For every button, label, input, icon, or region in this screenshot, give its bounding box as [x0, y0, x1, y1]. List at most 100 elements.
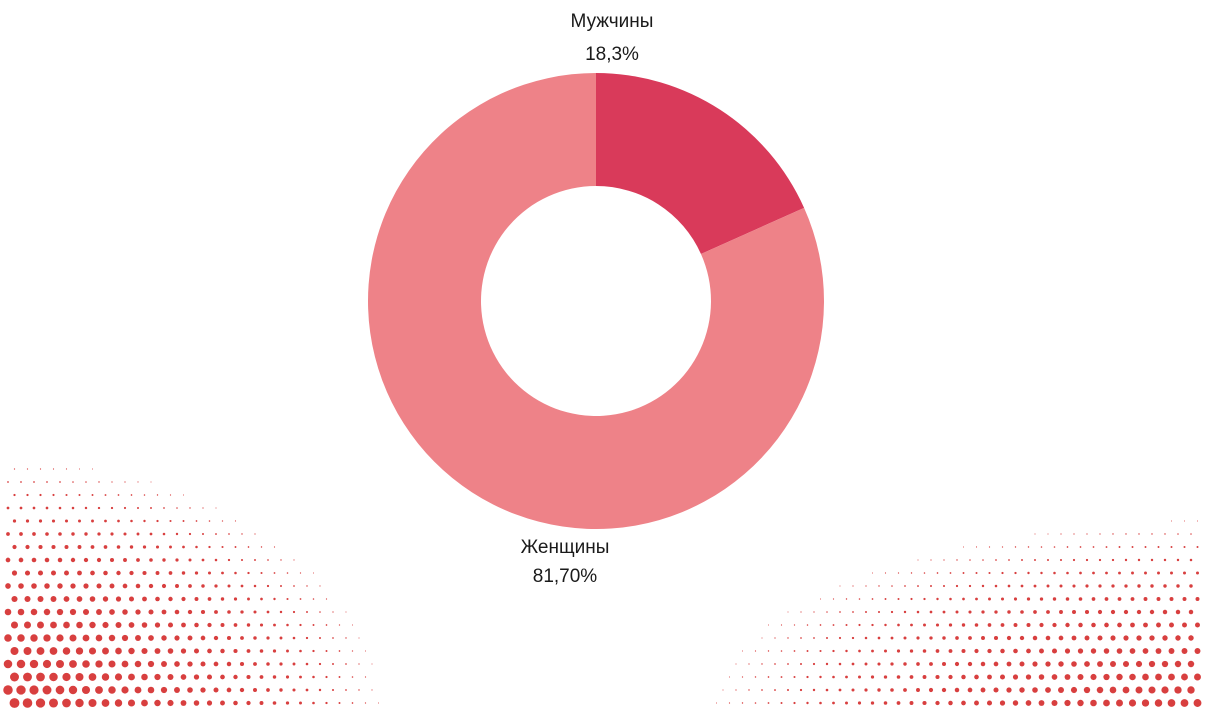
- halftone-dot: [1015, 546, 1016, 547]
- halftone-dot: [1020, 662, 1025, 667]
- halftone-dot: [1090, 700, 1097, 707]
- halftone-dot: [872, 572, 873, 573]
- halftone-dot: [63, 647, 71, 655]
- halftone-dot: [194, 649, 199, 654]
- halftone-dot: [279, 688, 282, 691]
- halftone-dot: [1168, 674, 1175, 681]
- halftone-dot: [1058, 687, 1064, 693]
- halftone-dot: [24, 647, 32, 655]
- halftone-dot: [897, 624, 900, 627]
- halftone-dot: [1104, 648, 1110, 654]
- halftone-dot: [1170, 597, 1174, 601]
- halftone-dot: [1189, 610, 1193, 614]
- halftone-dot: [222, 520, 223, 521]
- halftone-dot: [904, 611, 906, 613]
- halftone-dot: [144, 494, 146, 496]
- halftone-dot: [819, 676, 821, 678]
- halftone-dot: [1158, 546, 1160, 548]
- halftone-dot: [78, 494, 80, 496]
- halftone-dot: [332, 689, 334, 691]
- halftone-dot: [994, 610, 997, 613]
- halftone-dot: [922, 701, 926, 705]
- halftone-dot: [1013, 700, 1018, 705]
- halftone-dot: [865, 585, 866, 586]
- halftone-dot: [1059, 636, 1064, 641]
- halftone-dot: [319, 585, 320, 586]
- halftone-dot: [234, 623, 238, 627]
- halftone-dot: [845, 702, 848, 705]
- halftone-dot: [116, 596, 121, 601]
- halftone-dot: [1155, 674, 1162, 681]
- halftone-dot: [18, 583, 24, 589]
- halftone-dot: [65, 545, 69, 549]
- halftone-dot: [202, 533, 204, 535]
- halftone-dot: [1080, 546, 1082, 548]
- halftone-dot: [59, 481, 61, 483]
- halftone-dot: [1047, 533, 1048, 534]
- halftone-dot: [1110, 635, 1115, 640]
- halftone-dot: [345, 611, 346, 612]
- halftone-dot: [137, 481, 138, 482]
- halftone-dot: [319, 611, 321, 613]
- halftone-dot: [871, 701, 874, 704]
- halftone-dot: [156, 545, 159, 548]
- halftone-dot: [43, 660, 51, 668]
- halftone-dot: [800, 637, 802, 639]
- halftone-dot: [1000, 700, 1005, 705]
- halftone-dot: [1123, 661, 1129, 667]
- halftone-dot: [168, 674, 174, 680]
- halftone-dot: [937, 572, 939, 574]
- halftone-dot: [306, 689, 309, 692]
- halftone-dot: [123, 532, 126, 535]
- halftone-dot: [1177, 533, 1179, 535]
- halftone-dot: [781, 676, 783, 678]
- halftone-dot: [122, 661, 129, 668]
- halftone-dot: [83, 635, 90, 642]
- halftone-dot: [246, 675, 250, 679]
- halftone-dot: [300, 572, 301, 573]
- halftone-dot: [742, 650, 743, 651]
- halftone-dot: [1184, 546, 1186, 548]
- halftone-dot: [813, 637, 815, 639]
- halftone-dot: [1014, 597, 1017, 600]
- halftone-dot: [43, 686, 52, 695]
- halftone-dot: [72, 481, 74, 483]
- halftone-dot: [1132, 546, 1134, 548]
- halftone-dot: [1034, 585, 1037, 588]
- halftone-dot: [1008, 559, 1010, 561]
- halftone-dot: [57, 609, 63, 615]
- halftone-dot: [299, 650, 302, 653]
- halftone-dot: [1164, 533, 1165, 534]
- halftone-dot: [1072, 584, 1075, 587]
- halftone-dot: [25, 545, 29, 549]
- halftone-dot: [968, 688, 973, 693]
- halftone-dot: [195, 546, 198, 549]
- halftone-dot: [72, 507, 75, 510]
- halftone-dot: [95, 686, 103, 694]
- halftone-dot: [5, 583, 11, 589]
- halftone-dot: [871, 650, 874, 653]
- halftone-dot: [36, 673, 45, 682]
- halftone-dot: [981, 688, 986, 693]
- halftone-dot: [162, 610, 167, 615]
- halftone-dot: [109, 609, 115, 615]
- halftone-dot: [982, 585, 984, 587]
- halftone-dot: [115, 699, 122, 706]
- halftone-dot: [201, 636, 206, 641]
- halftone-dot: [910, 675, 914, 679]
- halftone-dot: [20, 481, 22, 483]
- halftone-dot: [19, 532, 23, 536]
- halftone-dot: [215, 533, 217, 535]
- halftone-dot: [154, 700, 160, 706]
- halftone-dot: [1174, 686, 1181, 693]
- halftone-dot: [1079, 597, 1083, 601]
- halftone-dot: [924, 572, 926, 574]
- halftone-dot: [267, 611, 270, 614]
- halftone-dot: [102, 673, 109, 680]
- halftone-dot: [5, 609, 12, 616]
- halftone-dot: [807, 624, 809, 626]
- halftone-dot: [1006, 687, 1011, 692]
- halftone-dot: [1197, 546, 1199, 548]
- halftone-dot: [1129, 674, 1136, 681]
- halftone-dot: [98, 507, 100, 509]
